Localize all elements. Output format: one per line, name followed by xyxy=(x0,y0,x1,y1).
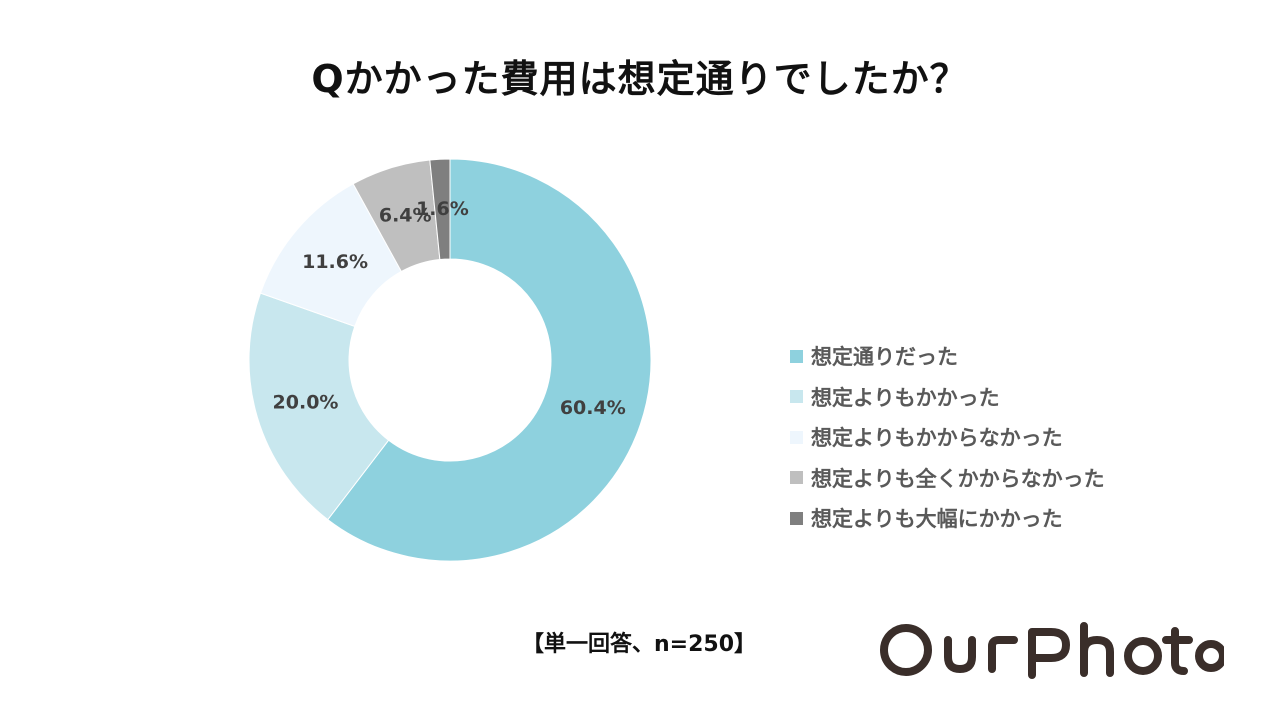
chart-title: Qかかった費用は想定通りでしたか？ xyxy=(311,57,969,101)
legend-item: 想定よりも大幅にかかった xyxy=(790,498,1260,539)
legend-swatch xyxy=(790,430,803,444)
chart-legend: 想定通りだった想定よりもかかった想定よりもかからなかった想定よりも全くかからなか… xyxy=(790,336,1260,539)
slice-data-label: 11.6% xyxy=(302,251,368,273)
legend-item: 想定よりもかからなかった xyxy=(790,417,1260,458)
donut-chart: 60.4% 20.0% 11.6% 6.4%1.6% xyxy=(248,158,652,562)
slice-data-label: 6.4% xyxy=(379,205,432,227)
legend-item: 想定よりも全くかからなかった xyxy=(790,458,1260,499)
donut-slice-2 xyxy=(248,292,390,521)
donut-slice-5 xyxy=(429,158,451,261)
legend-swatch xyxy=(790,471,803,485)
slice-data-label: 60.4% xyxy=(560,397,626,419)
ourphoto-logo xyxy=(880,622,1224,679)
legend-swatch xyxy=(790,349,803,363)
legend-label: 想定よりもかからなかった xyxy=(811,426,1063,451)
response-note: 【単一回答、n=250】 xyxy=(522,632,757,657)
legend-label: 想定よりもかかった xyxy=(811,385,1000,410)
legend-item: 想定よりもかかった xyxy=(790,377,1260,418)
legend-item: 想定通りだった xyxy=(790,336,1260,377)
legend-label: 想定よりも全くかからなかった xyxy=(811,466,1105,491)
slice-data-label: 1.6% xyxy=(416,198,469,220)
slice-data-label: 20.0% xyxy=(273,391,339,413)
legend-swatch xyxy=(790,390,803,404)
donut-slice-1 xyxy=(327,158,652,562)
legend-label: 想定通りだった xyxy=(811,345,958,370)
legend-swatch xyxy=(790,511,803,525)
legend-label: 想定よりも大幅にかかった xyxy=(811,507,1063,532)
